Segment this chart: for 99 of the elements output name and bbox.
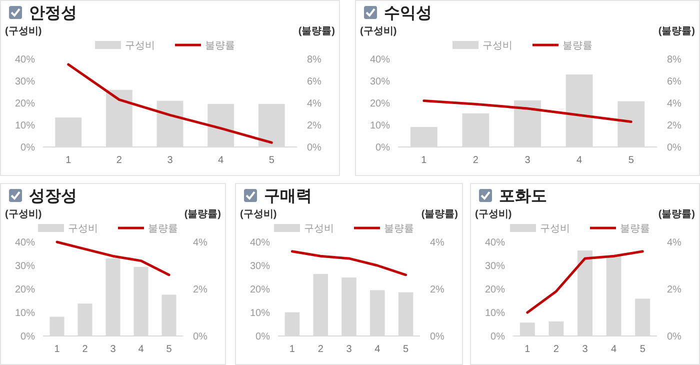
y-tick-label: 20% [14,98,36,110]
y2-tick-label: 4% [667,238,682,248]
y-tick-label: 30% [14,261,36,272]
y-axis-title: (구성비) [240,209,277,220]
y-tick-label: 30% [14,76,36,88]
y2-axis-title: (불량률) [658,209,695,220]
y-tick-label: 0% [376,142,390,154]
y2-tick-label: 0% [667,332,682,342]
y2-tick-label: 4% [193,238,208,248]
y-tick-label: 0% [20,142,36,154]
y2-axis-title: (불량률) [298,26,335,37]
line-series [67,63,273,144]
x-tick-label: 5 [628,155,634,166]
y-tick-label: 20% [484,284,506,296]
legend-label: 구성비 [68,224,98,234]
x-tick-label: 3 [582,344,588,355]
x-tick-label: 3 [346,344,352,355]
y-tick-label: 10% [14,308,36,319]
y-tick-label: 20% [250,284,270,296]
x-tick-label: 5 [640,344,646,355]
legend-label: 불량률 [384,224,414,234]
y-tick-label: 30% [370,76,390,88]
y-axis-title: (구성비) [475,209,512,220]
y-tick-label: 10% [14,120,36,132]
y2-axis-title: (불량률) [421,209,458,220]
y2-tick-label: 0% [193,332,208,342]
legend-label: 불량률 [205,40,235,52]
y2-tick-label: 2% [430,284,445,296]
x-tick-label: 3 [167,155,174,166]
y2-tick-label: 0% [307,142,322,154]
legend-label: 구성비 [304,224,334,234]
x-tick-label: 5 [166,344,172,355]
x-tick-label: 3 [524,155,531,166]
chart-title: 안정성 [29,5,77,22]
y-tick-label: 30% [484,261,506,272]
chart-title: 성장성 [29,188,77,205]
y2-tick-label: 2% [667,284,682,296]
x-tick-label: 2 [553,344,560,355]
y2-tick-label: 8% [667,54,682,66]
x-tick-label: 1 [54,344,60,355]
legend-label: 불량률 [562,40,592,52]
y2-tick-label: 6% [307,76,322,88]
legend-label: 구성비 [540,224,570,234]
y-tick-label: 20% [14,284,36,296]
chart-title: 포화도 [499,188,547,205]
y2-tick-label: 0% [667,142,682,154]
y-tick-label: 40% [250,238,270,248]
y-tick-label: 40% [14,238,36,248]
x-tick-label: 4 [218,155,224,166]
x-tick-label: 1 [66,155,72,166]
y2-tick-label: 0% [430,332,445,342]
x-tick-label: 4 [576,155,583,166]
x-tick-label: 1 [289,344,296,355]
x-tick-label: 2 [82,344,88,355]
y-tick-label: 10% [484,308,506,319]
y-tick-label: 30% [250,261,270,272]
y-tick-label: 40% [370,54,390,66]
y2-axis-title: (불량률) [184,209,221,220]
x-tick-label: 2 [318,344,324,355]
y2-tick-label: 4% [667,98,682,110]
line-series [526,250,644,314]
y-tick-label: 0% [490,332,506,342]
y2-tick-label: 4% [430,238,445,248]
x-tick-label: 2 [472,155,479,166]
y2-tick-label: 6% [667,76,682,88]
y-tick-label: 0% [20,332,36,342]
legend-label: 불량률 [148,224,178,234]
x-tick-label: 4 [611,344,618,355]
x-tick-label: 3 [110,344,116,355]
line-series [290,250,408,276]
line-series [56,240,170,276]
legend-label: 구성비 [125,40,155,52]
chart-title: 수익성 [384,5,432,22]
y-tick-label: 10% [250,308,270,319]
x-tick-label: 5 [268,155,275,166]
x-tick-label: 5 [403,344,410,355]
y2-axis-title: (불량률) [658,26,695,37]
legend-label: 구성비 [482,40,512,52]
legend-label: 불량률 [620,224,650,234]
y2-tick-label: 2% [307,120,322,132]
x-tick-label: 1 [524,344,531,355]
y2-tick-label: 2% [193,284,208,296]
y-tick-label: 40% [484,238,506,248]
y-tick-label: 40% [14,54,36,66]
chart-title: 구매력 [264,188,312,205]
y-axis-title: (구성비) [5,209,42,220]
y-tick-label: 0% [256,332,270,342]
x-tick-label: 4 [138,344,144,355]
x-tick-label: 2 [116,155,122,166]
x-tick-label: 1 [421,155,428,166]
y-axis-title: (구성비) [5,26,42,37]
y2-tick-label: 2% [667,120,682,132]
y-axis-title: (구성비) [360,26,397,37]
x-tick-label: 4 [374,344,381,355]
y2-tick-label: 8% [307,54,322,66]
line-series [422,100,632,123]
y-tick-label: 20% [370,98,390,110]
y2-tick-label: 4% [307,98,322,110]
y-tick-label: 10% [370,120,390,132]
